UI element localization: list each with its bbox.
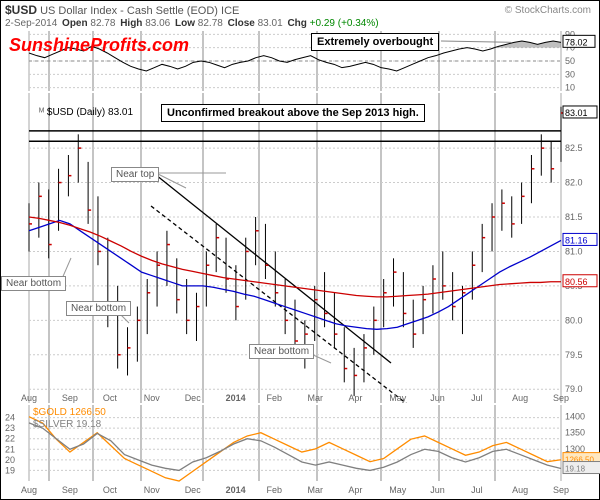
svg-text:80.0: 80.0 [565, 315, 583, 325]
svg-text:Nov: Nov [144, 393, 161, 403]
svg-text:May: May [389, 393, 407, 403]
chart-header: $USD US Dollar Index - Cash Settle (EOD)… [5, 3, 595, 31]
callout-near-bottom-2: Near bottom [66, 301, 131, 316]
svg-text:Oct: Oct [103, 485, 118, 495]
svg-text:83.01: 83.01 [565, 108, 588, 118]
svg-text:Aug: Aug [512, 485, 528, 495]
svg-text:Nov: Nov [144, 485, 161, 495]
svg-text:Mar: Mar [307, 393, 323, 403]
svg-text:2014: 2014 [226, 393, 246, 403]
ohlc-line: 2-Sep-2014 Open 82.78 High 83.06 Low 82.… [5, 18, 595, 29]
close-value: 83.01 [258, 18, 283, 29]
svg-text:Sep: Sep [553, 485, 569, 495]
svg-text:24: 24 [5, 413, 15, 423]
svg-text:Feb: Feb [267, 485, 283, 495]
svg-text:82.0: 82.0 [565, 178, 583, 188]
callout-near-top: Near top [111, 167, 159, 182]
svg-text:30: 30 [565, 69, 575, 79]
chart-container: $USD US Dollar Index - Cash Settle (EOD)… [0, 0, 600, 500]
symbol: $USD [5, 3, 37, 17]
svg-text:22: 22 [5, 434, 15, 444]
svg-text:Oct: Oct [103, 393, 118, 403]
price-ticker-label: ᴹ $USD (Daily) 83.01 [39, 107, 133, 118]
svg-text:Aug: Aug [21, 393, 37, 403]
lower-panel: 19202122232412501300135014001266.5019.18… [1, 405, 599, 495]
svg-text:Aug: Aug [512, 393, 528, 403]
svg-text:1400: 1400 [565, 412, 585, 422]
chg-value: +0.29 (+0.34%) [310, 18, 379, 29]
svg-text:23: 23 [5, 423, 15, 433]
exchange: ICE [221, 5, 239, 17]
svg-text:21: 21 [5, 444, 15, 454]
svg-text:20: 20 [5, 455, 15, 465]
svg-text:19: 19 [5, 465, 15, 475]
svg-text:78.02: 78.02 [565, 37, 588, 47]
svg-text:2014: 2014 [226, 485, 246, 495]
attribution: © StockCharts.com [505, 5, 591, 16]
svg-text:Apr: Apr [348, 393, 362, 403]
svg-text:Mar: Mar [307, 485, 323, 495]
annotation-breakout: Unconfirmed breakout above the Sep 2013 … [161, 104, 425, 122]
callout-near-bottom-1: Near bottom [1, 276, 66, 291]
open-value: 82.78 [90, 18, 115, 29]
svg-text:1350: 1350 [565, 428, 585, 438]
svg-text:Dec: Dec [185, 393, 202, 403]
svg-text:81.0: 81.0 [565, 246, 583, 256]
svg-text:Apr: Apr [348, 485, 362, 495]
annotation-overbought: Extremely overbought [311, 33, 439, 51]
svg-text:81.5: 81.5 [565, 212, 583, 222]
svg-text:81.16: 81.16 [565, 235, 588, 245]
svg-text:Jun: Jun [430, 485, 445, 495]
high-value: 83.06 [145, 18, 170, 29]
svg-text:Dec: Dec [185, 485, 202, 495]
svg-text:80.56: 80.56 [565, 277, 588, 287]
callout-near-bottom-3: Near bottom [249, 344, 314, 359]
gold-label: $GOLD 1266.50 [33, 407, 106, 418]
svg-text:Jul: Jul [471, 393, 483, 403]
svg-text:82.5: 82.5 [565, 143, 583, 153]
svg-text:Sep: Sep [62, 393, 78, 403]
watermark: SunshineProfits.com [9, 35, 189, 56]
svg-text:May: May [389, 485, 407, 495]
silver-label: $SILVER 19.18 [33, 419, 101, 430]
svg-text:Jul: Jul [471, 485, 483, 495]
svg-text:Aug: Aug [21, 485, 37, 495]
svg-text:10: 10 [565, 83, 575, 91]
svg-text:50: 50 [565, 56, 575, 66]
date: 2-Sep-2014 [5, 18, 57, 29]
svg-text:Jun: Jun [430, 393, 445, 403]
svg-text:79.5: 79.5 [565, 350, 583, 360]
svg-text:Sep: Sep [62, 485, 78, 495]
low-value: 82.78 [198, 18, 223, 29]
svg-text:Feb: Feb [267, 393, 283, 403]
instrument-name: US Dollar Index - Cash Settle (EOD) [40, 5, 218, 17]
svg-text:19.18: 19.18 [565, 465, 586, 474]
svg-text:Sep: Sep [553, 393, 569, 403]
